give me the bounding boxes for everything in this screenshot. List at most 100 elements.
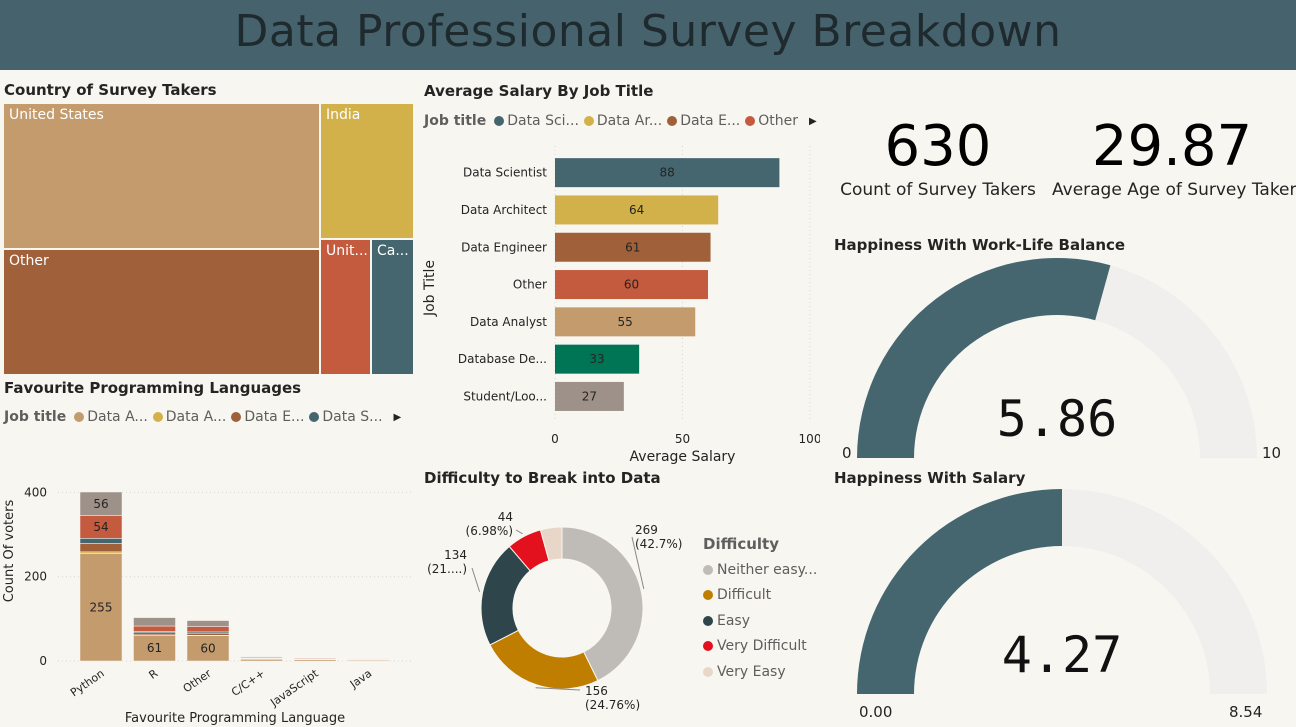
- lang-legend-item[interactable]: Data E...: [231, 409, 304, 425]
- salary-bar: [555, 344, 640, 374]
- legend-dot-icon: [703, 666, 713, 677]
- difficulty-legend-item[interactable]: Very Easy: [703, 659, 817, 685]
- gauge-salary-value: 4.27: [1001, 626, 1123, 684]
- treemap-title: Country of Survey Takers: [4, 81, 217, 99]
- salary-legend: Job title Data Sci... Data Ar... Data E.…: [424, 113, 817, 129]
- x-category-label: Java: [347, 667, 374, 692]
- gauge-salary-min: 0.00: [859, 703, 893, 721]
- donut-pct-label: (24.76%): [585, 698, 640, 712]
- header-bar: [0, 0, 1296, 70]
- y-category-label: Data Scientist: [463, 166, 547, 180]
- treemap-tile-india[interactable]: India: [320, 103, 414, 239]
- x-category-label: Other: [181, 667, 214, 696]
- legend-item-label: Easy: [717, 612, 751, 629]
- y-axis-title: Count Of voters: [2, 500, 17, 603]
- lang-legend-item[interactable]: Data A...: [74, 409, 148, 425]
- difficulty-legend: Difficulty Neither easy... Difficult Easy V…: [703, 535, 817, 685]
- salary-bar: [555, 270, 708, 300]
- y-tick-label: 0: [39, 654, 47, 668]
- x-category-label: R: [146, 667, 160, 682]
- gauge-salary-max: 8.54: [1229, 703, 1263, 721]
- donut-slice: [561, 526, 644, 682]
- segment-data-label: 61: [147, 641, 162, 655]
- count-kpi-label: Count of Survey Takers: [840, 180, 1036, 200]
- lang-bar-segment: [79, 543, 123, 553]
- y-category-label: Data Engineer: [461, 240, 547, 254]
- legend-dot-icon: [703, 564, 713, 575]
- lang-bar-segment: [79, 538, 123, 544]
- salary-legend-item[interactable]: Data Sci...: [494, 113, 579, 129]
- age-kpi-value: 29.87: [1091, 114, 1253, 179]
- count-kpi-value: 630: [884, 114, 992, 179]
- segment-data-label: 255: [90, 600, 113, 614]
- treemap-tile-label: United States: [9, 107, 104, 123]
- donut-leader-line: [515, 529, 523, 535]
- x-category-label: JavaScript: [267, 666, 321, 709]
- salary-legend-item[interactable]: Data E...: [667, 113, 740, 129]
- difficulty-legend-title: Difficulty: [703, 535, 779, 553]
- donut-pct-label: (6.98%): [466, 524, 513, 538]
- legend-item-label: Data S...: [322, 409, 383, 425]
- treemap-tile-united-states[interactable]: United States: [3, 103, 320, 249]
- salary-chart-title: Average Salary By Job Title: [424, 82, 654, 100]
- treemap-tile-canada[interactable]: Ca...: [371, 239, 414, 375]
- treemap-tile-united-kingdom[interactable]: Unit...: [320, 239, 371, 375]
- donut-slice: [539, 526, 563, 562]
- legend-item-label: Very Difficult: [717, 638, 807, 655]
- difficulty-legend-item[interactable]: Very Difficult: [703, 634, 817, 660]
- salary-legend-item[interactable]: Data Ar...: [583, 113, 663, 129]
- y-axis-title: Job Title: [422, 260, 438, 317]
- treemap-tile-other[interactable]: Other: [3, 249, 320, 375]
- lang-legend: Job title Data A... Data A... Data E... …: [4, 409, 401, 425]
- legend-dot-icon: [74, 412, 85, 422]
- difficulty-legend-item[interactable]: Easy: [703, 608, 817, 634]
- lang-bar-segment: [133, 625, 176, 632]
- treemap-tile-label: Unit...: [326, 243, 368, 259]
- salary-legend-item[interactable]: Other: [745, 113, 798, 129]
- lang-bar-segment: [240, 659, 283, 662]
- x-axis-title: Favourite Programming Language: [125, 711, 345, 726]
- bar-data-label: 33: [589, 352, 604, 366]
- age-kpi-label: Average Age of Survey Taker: [1052, 180, 1296, 200]
- donut-pct-label: (21....): [427, 562, 467, 576]
- difficulty-legend-item[interactable]: Neither easy...: [703, 557, 817, 583]
- legend-next-arrow-icon[interactable]: ▶: [393, 411, 402, 423]
- lang-legend-title: Job title: [4, 409, 67, 425]
- x-category-label: C/C++: [229, 667, 267, 699]
- y-category-label: Other: [513, 278, 547, 292]
- legend-item-label: Neither easy...: [717, 561, 818, 578]
- donut-count-label: 156: [585, 684, 608, 698]
- legend-next-arrow-icon[interactable]: ▶: [809, 115, 817, 127]
- legend-dot-icon: [703, 590, 713, 601]
- y-category-label: Database De...: [458, 352, 547, 366]
- lang-bar-segment: [186, 620, 230, 627]
- salary-bar: [555, 158, 780, 188]
- x-tick-label: 0: [551, 432, 559, 446]
- treemap-tile-label: Other: [9, 253, 49, 269]
- gauge-fill: [857, 258, 1111, 458]
- lang-legend-item[interactable]: Data S...: [309, 409, 383, 425]
- lang-bar-segment: [79, 551, 123, 554]
- y-category-label: Student/Loo...: [463, 389, 547, 403]
- y-category-label: Data Architect: [461, 203, 548, 217]
- lang-legend-item[interactable]: Data A...: [152, 409, 226, 425]
- legend-item-label: Other: [758, 113, 799, 129]
- y-tick-label: 200: [24, 570, 47, 584]
- donut-leader-line: [535, 687, 581, 691]
- gauge-worklife-title: Happiness With Work-Life Balance: [834, 236, 1126, 254]
- legend-dot-icon: [703, 641, 713, 652]
- lang-bar-segment: [133, 635, 176, 662]
- segment-data-label: 56: [93, 497, 108, 511]
- lang-bar-segment: [133, 617, 176, 627]
- difficulty-legend-item[interactable]: Difficult: [703, 583, 817, 609]
- legend-item-label: Data E...: [244, 409, 305, 425]
- salary-bar-chart: 0 50 100 Data Scientist 88 Data Architect 64 Da…: [422, 146, 820, 465]
- bar-data-label: 55: [617, 315, 632, 329]
- legend-dot-icon: [583, 116, 594, 126]
- legend-dot-icon: [703, 615, 713, 626]
- x-tick-label: 50: [675, 432, 690, 446]
- legend-item-label: Data A...: [87, 409, 148, 425]
- lang-bar-segment: [186, 635, 230, 662]
- gauge-worklife-min: 0: [842, 444, 852, 462]
- legend-item-label: Data Ar...: [596, 113, 663, 129]
